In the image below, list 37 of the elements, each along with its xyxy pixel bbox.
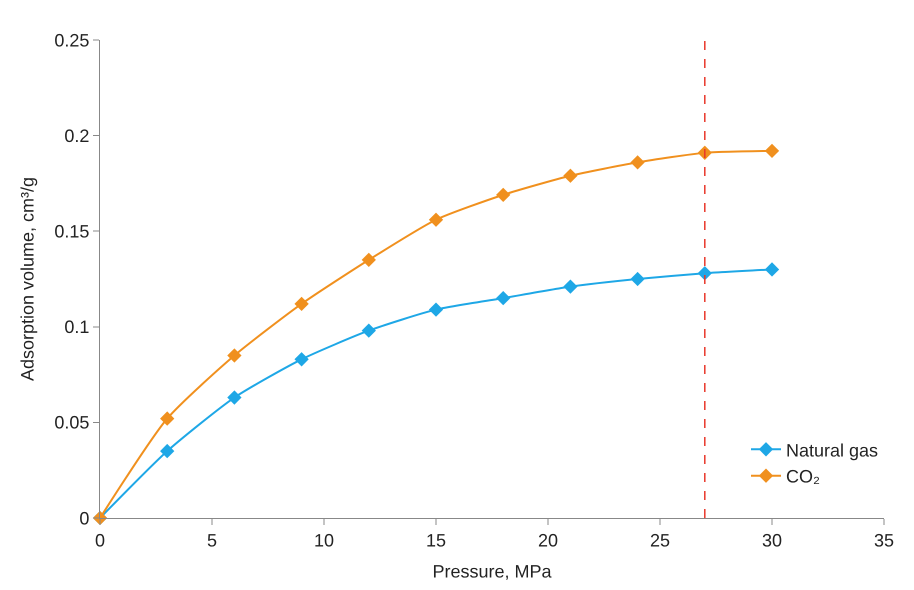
point: [160, 411, 174, 426]
y-tick-label: 0.1: [64, 317, 90, 338]
point: [563, 168, 578, 183]
y-tick-label: 0.05: [54, 412, 90, 433]
x-tick-label: 0: [94, 530, 106, 551]
point: [227, 390, 242, 405]
y-tick-label: 0.15: [54, 222, 90, 242]
x-tick-label: 20: [538, 530, 558, 551]
point: [294, 296, 309, 312]
point: [428, 302, 444, 317]
y-axis-title: Adsorption volume, cm³/g: [18, 176, 38, 382]
point: [428, 212, 444, 227]
y-tick-label: 0.25: [54, 30, 90, 50]
point: [160, 444, 174, 458]
x-tick-label: 25: [650, 530, 670, 551]
point: [764, 144, 780, 158]
point: [630, 272, 645, 286]
point: [496, 188, 510, 202]
point: [563, 280, 578, 294]
x-tick-label: 5: [206, 530, 218, 551]
point: [698, 266, 712, 280]
point: [362, 323, 376, 338]
x-tick-label: 15: [426, 530, 446, 551]
legend-label: Natural gas: [786, 440, 878, 460]
x-tick-label: 10: [314, 530, 334, 551]
y-tick-label: 0: [79, 508, 90, 528]
x-tick-label: 30: [762, 530, 782, 551]
point: [362, 252, 376, 268]
x-tick-label: 35: [874, 530, 894, 551]
point: [227, 348, 242, 363]
point: [764, 262, 780, 277]
y-tick-label: 0.2: [64, 126, 90, 146]
point: [630, 155, 645, 170]
legend-label: CO₂: [786, 466, 820, 487]
point: [496, 290, 510, 306]
point: [294, 352, 309, 366]
x-axis-title: Pressure, MPa: [432, 562, 553, 582]
